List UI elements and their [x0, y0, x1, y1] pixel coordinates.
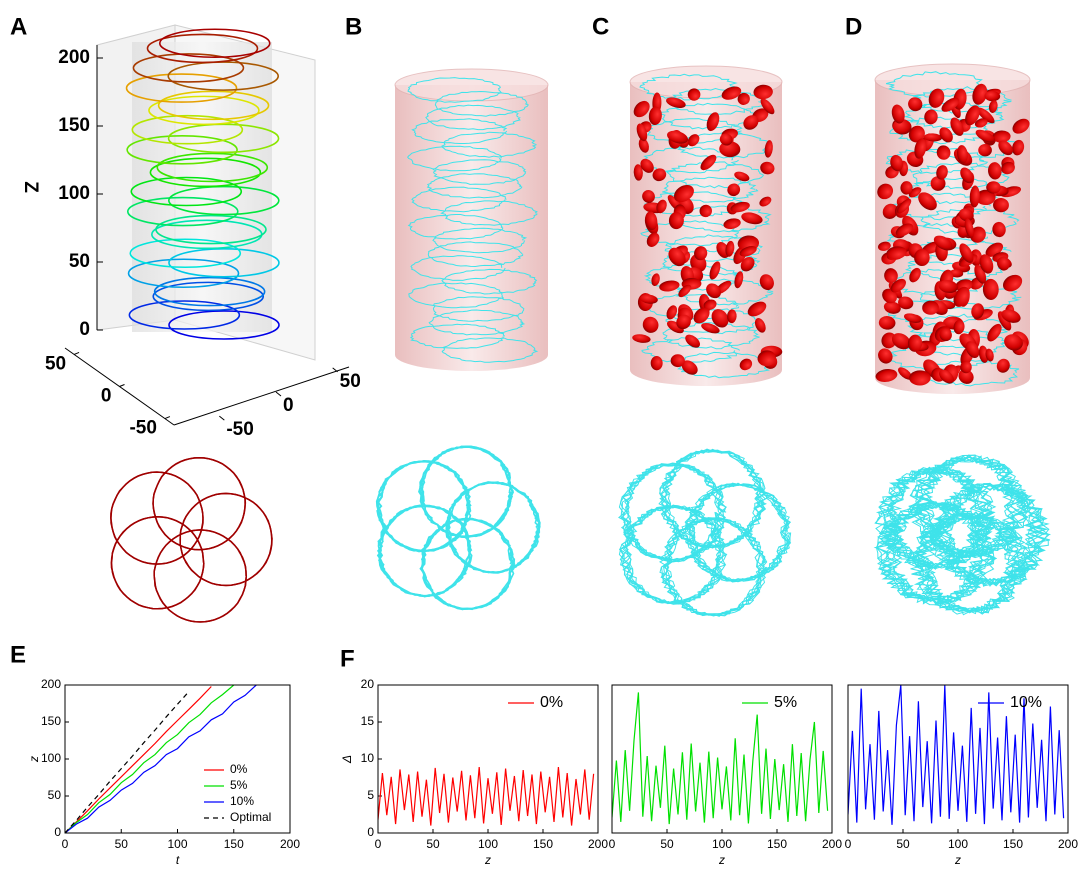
cylinder	[395, 85, 548, 371]
panel-label: A	[10, 13, 27, 40]
x-tick-label: 200	[822, 837, 842, 851]
y-tick-label: 0	[54, 825, 61, 839]
red-cell	[978, 144, 992, 156]
y-tick-label: 15	[361, 714, 375, 728]
x-tick-label: 50	[115, 837, 129, 851]
y-tick-label: 5	[367, 788, 374, 802]
x-tick-label: 50	[660, 837, 674, 851]
x-tick-label: 0	[101, 386, 112, 407]
top-view-loop	[686, 484, 791, 582]
legend-label: Optimal	[230, 810, 271, 824]
x-tick-label: 100	[478, 837, 498, 851]
x-tick-label: 0	[845, 837, 852, 851]
y-tick-label: 20	[361, 677, 375, 691]
z-tick-label: 0	[79, 319, 90, 340]
x-tick-label: 150	[1003, 837, 1023, 851]
series-line	[65, 687, 211, 834]
z-tick-label: 150	[58, 115, 90, 136]
y-tick-label: 50	[48, 788, 62, 802]
panel-label: B	[345, 13, 362, 40]
red-cell	[914, 249, 930, 266]
z-tick-label: 100	[58, 183, 90, 204]
x-tick-label: 200	[1058, 837, 1078, 851]
series-line	[65, 685, 234, 833]
legend-label: 0%	[540, 694, 563, 711]
series-line	[378, 767, 594, 826]
plot-frame	[378, 685, 598, 833]
x-tick-label: 150	[224, 837, 244, 851]
z-axis-label: Z	[20, 181, 41, 193]
y-tick	[219, 416, 224, 420]
illustrations	[65, 25, 1050, 622]
x-axis-label: z	[484, 853, 491, 867]
panel-label: D	[845, 13, 862, 40]
y-axis-label: Δ	[340, 755, 354, 764]
y-tick-label: 0	[367, 825, 374, 839]
legend-label: 10%	[230, 794, 254, 808]
red-cell	[986, 181, 1001, 193]
figure: A B C D E F Z 050100150200500-50500-5005…	[0, 0, 1081, 875]
y-tick-label: 0	[283, 395, 294, 416]
x-tick-label: 200	[588, 837, 608, 851]
z-tick-label: 200	[58, 47, 90, 68]
x-axis-label: z	[954, 853, 961, 867]
legend-label: 10%	[1010, 694, 1042, 711]
y-tick-label: 10	[361, 751, 375, 765]
y-axis-label: z	[27, 756, 41, 763]
x-tick-label: 50	[426, 837, 440, 851]
cylinder-top	[395, 69, 548, 101]
x-tick-label: 50	[896, 837, 910, 851]
y-tick-label: 50	[340, 371, 361, 392]
x-tick-label: 150	[767, 837, 787, 851]
y-tick-label: 150	[41, 714, 61, 728]
plot-frame	[612, 685, 832, 833]
panel-label: F	[340, 645, 355, 672]
series-line	[612, 692, 828, 824]
x-tick-label: 100	[712, 837, 732, 851]
axis-line	[174, 367, 349, 425]
x-tick-label: 0	[62, 837, 69, 851]
panel-label: E	[10, 641, 26, 668]
legend-label: 0%	[230, 762, 248, 776]
top-view-loop	[180, 493, 272, 585]
x-tick-label: 150	[533, 837, 553, 851]
y-tick	[276, 392, 281, 396]
x-tick	[74, 352, 79, 354]
x-tick-label: 100	[948, 837, 968, 851]
y-tick-label: 100	[41, 751, 61, 765]
x-tick-label: 0	[609, 837, 616, 851]
x-tick-label: 100	[167, 837, 187, 851]
y-tick-label: 200	[41, 677, 61, 691]
x-tick-label: 200	[280, 837, 300, 851]
x-tick-label: -50	[129, 418, 156, 439]
series-line	[65, 692, 189, 833]
panel-label: C	[592, 13, 609, 40]
z-tick-label: 50	[69, 251, 90, 272]
x-tick	[120, 385, 125, 387]
legend-label: 5%	[774, 694, 797, 711]
legend-label: 5%	[230, 778, 248, 792]
x-tick-label: 50	[45, 353, 66, 374]
y-tick-label: -50	[226, 419, 253, 440]
x-axis-label: t	[176, 853, 180, 867]
series-line	[65, 685, 256, 833]
top-view-loop	[111, 517, 203, 609]
x-tick-label: 0	[375, 837, 382, 851]
x-axis-label: z	[718, 853, 725, 867]
x-tick	[165, 417, 170, 419]
